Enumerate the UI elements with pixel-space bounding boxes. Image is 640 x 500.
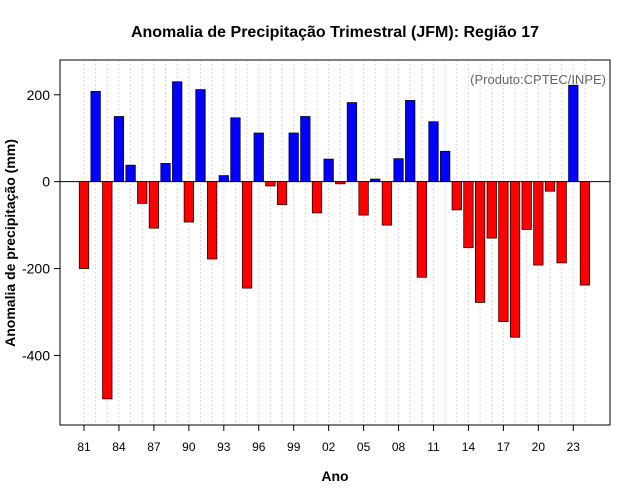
- bar-2024: [579, 181, 591, 286]
- bar-1990: [183, 181, 194, 223]
- bar-2019: [521, 181, 532, 230]
- bar-2017: [498, 181, 509, 322]
- x-tick-label: 20: [532, 440, 546, 454]
- x-tick-label: 02: [322, 440, 336, 454]
- bar-1993: [218, 175, 229, 183]
- grid-lines: [83, 60, 586, 425]
- bar-2013: [451, 181, 462, 211]
- x-tick-label: 05: [357, 440, 371, 454]
- bar-1992: [207, 181, 218, 260]
- bar-1988: [160, 163, 171, 183]
- plot-border: [59, 59, 611, 426]
- bar-2004: [346, 102, 358, 183]
- bar-2016: [486, 181, 497, 239]
- bar-1984: [113, 116, 125, 183]
- bars: [78, 81, 591, 400]
- bar-2022: [556, 181, 567, 264]
- x-tick-label: 81: [77, 440, 91, 454]
- bar-2006: [370, 178, 381, 183]
- bar-1985: [125, 164, 136, 183]
- x-tick-label: 17: [497, 440, 511, 454]
- bar-2014: [463, 181, 474, 249]
- bar-1998: [276, 181, 288, 206]
- bar-2002: [323, 158, 334, 183]
- bar-2012: [440, 150, 451, 183]
- bar-2007: [381, 181, 392, 226]
- bar-2021: [544, 181, 556, 192]
- bar-1994: [230, 117, 241, 183]
- bar-1982: [90, 90, 101, 183]
- bar-1995: [242, 181, 253, 289]
- bar-2010: [416, 181, 427, 278]
- x-tick-label: 08: [392, 440, 406, 454]
- x-axis: 81 84 87 90 93 96 99 02 05 08 11 14 17 20 23: [77, 425, 580, 454]
- x-tick-label: 11: [427, 440, 440, 454]
- bar-2023: [568, 84, 579, 183]
- bar-2008: [393, 158, 404, 183]
- bar-1986: [137, 181, 148, 204]
- bar-1999: [288, 132, 299, 183]
- bar-1983: [102, 181, 113, 400]
- y-axis-label: Anomalia de precipitação (mm): [2, 139, 18, 347]
- bar-2000: [300, 116, 311, 183]
- bar-2015: [475, 181, 486, 303]
- bar-1989: [172, 81, 183, 183]
- x-tick-label: 14: [462, 440, 476, 454]
- x-tick-label: 84: [112, 440, 126, 454]
- bar-1996: [253, 132, 264, 183]
- bar-2020: [533, 181, 544, 266]
- y-tick-label: 200: [27, 87, 51, 103]
- x-tick-label: 87: [147, 440, 161, 454]
- x-tick-label: 96: [252, 440, 266, 454]
- bar-2011: [428, 121, 439, 183]
- bar-1997: [265, 181, 276, 187]
- bar-2003: [335, 181, 346, 185]
- bar-1981: [78, 181, 90, 269]
- source-note: (Produto:CPTEC/INPE): [470, 72, 606, 87]
- bar-2009: [405, 100, 416, 183]
- bar-1987: [148, 181, 159, 229]
- x-tick-label: 99: [287, 440, 301, 454]
- y-axis: -400 -200 0 200: [22, 87, 60, 363]
- y-tick-label: 0: [42, 174, 50, 190]
- x-axis-label: Ano: [321, 468, 348, 484]
- y-tick-label: -400: [22, 347, 50, 363]
- x-tick-label: 90: [182, 440, 196, 454]
- y-tick-label: -200: [22, 261, 50, 277]
- x-tick-label: 23: [567, 440, 581, 454]
- bar-2018: [509, 181, 521, 338]
- x-tick-label: 93: [217, 440, 231, 454]
- chart-title: Anomalia de Precipitação Trimestral (JFM…: [131, 24, 539, 41]
- bar-2001: [311, 181, 323, 214]
- bar-2005: [358, 181, 369, 216]
- bar-1991: [195, 89, 206, 183]
